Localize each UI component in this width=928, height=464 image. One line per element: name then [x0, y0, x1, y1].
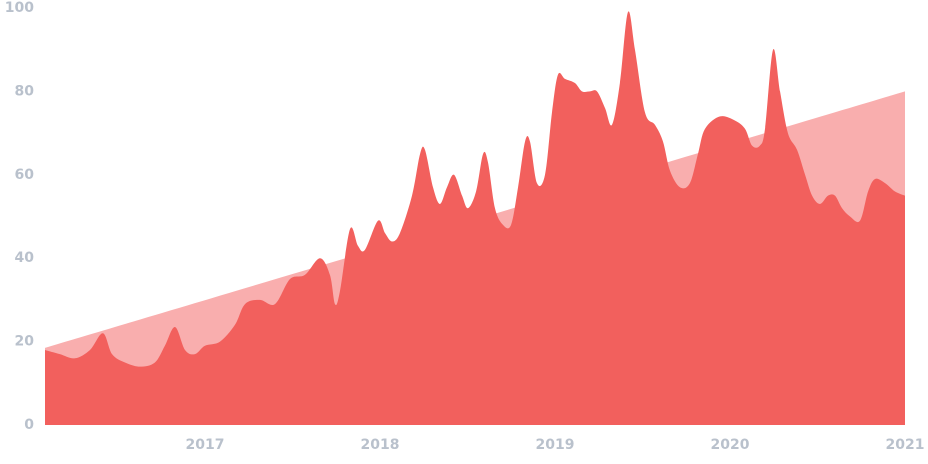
x-tick-label: 2019 [535, 437, 574, 453]
x-tick-label: 2017 [185, 437, 224, 453]
x-tick-label: 2021 [886, 437, 925, 453]
x-tick-label: 2020 [711, 437, 750, 453]
y-tick-label: 40 [15, 250, 35, 266]
y-tick-label: 100 [5, 0, 34, 16]
y-tick-label: 20 [15, 334, 35, 350]
x-tick-label: 2018 [360, 437, 399, 453]
y-tick-label: 80 [15, 83, 35, 99]
area [45, 11, 905, 425]
y-tick-label: 0 [24, 417, 34, 433]
y-tick-label: 60 [15, 167, 35, 183]
